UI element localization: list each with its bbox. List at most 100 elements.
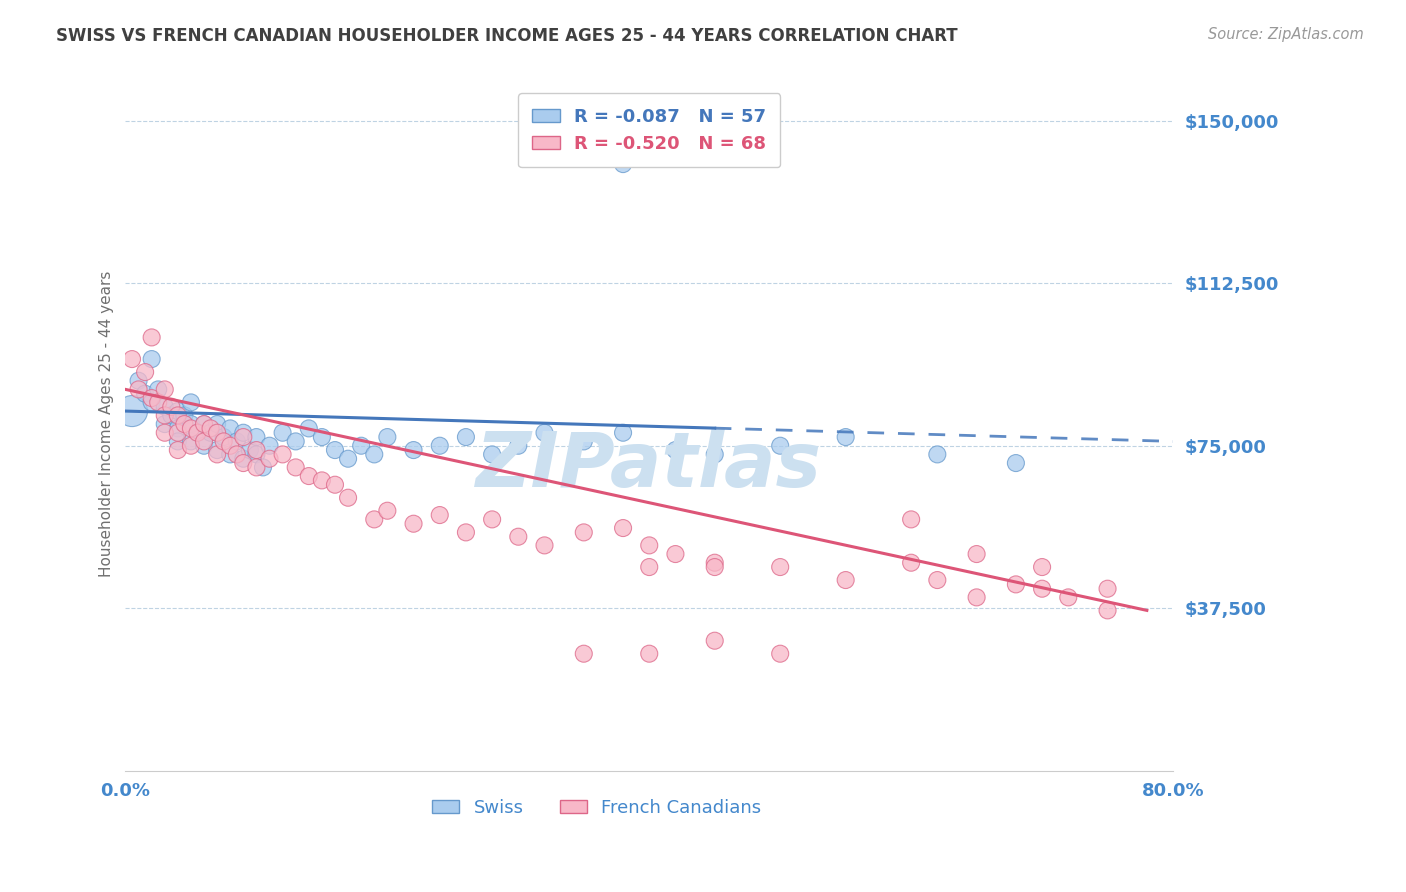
Point [638, 538, 661, 552]
Point [1031, 582, 1053, 596]
Point [311, 474, 333, 488]
Point [121, 404, 143, 418]
Point [966, 547, 988, 561]
Point [1005, 456, 1028, 470]
Point [769, 560, 792, 574]
Point [508, 530, 530, 544]
Point [323, 477, 346, 491]
Point [160, 409, 183, 423]
Point [284, 434, 307, 449]
Point [664, 443, 686, 458]
Point [377, 504, 399, 518]
Point [377, 430, 399, 444]
Text: SWISS VS FRENCH CANADIAN HOUSEHOLDER INCOME AGES 25 - 44 YEARS CORRELATION CHART: SWISS VS FRENCH CANADIAN HOUSEHOLDER INC… [56, 27, 957, 45]
Point [769, 647, 792, 661]
Point [193, 417, 215, 431]
Point [166, 425, 188, 440]
Point [612, 157, 634, 171]
Point [311, 430, 333, 444]
Point [232, 451, 254, 466]
Point [225, 434, 247, 449]
Point [1031, 560, 1053, 574]
Point [533, 538, 555, 552]
Point [298, 469, 321, 483]
Point [298, 421, 321, 435]
Point [703, 447, 725, 461]
Point [205, 425, 228, 440]
Point [205, 443, 228, 458]
Point [239, 443, 262, 458]
Point [193, 439, 215, 453]
Point [180, 421, 202, 435]
Point [153, 417, 176, 431]
Y-axis label: Householder Income Ages 25 - 44 years: Householder Income Ages 25 - 44 years [100, 271, 114, 577]
Point [141, 395, 163, 409]
Point [153, 383, 176, 397]
Point [193, 434, 215, 449]
Point [1097, 582, 1119, 596]
Point [166, 443, 188, 458]
Point [200, 425, 222, 440]
Point [900, 556, 922, 570]
Point [900, 512, 922, 526]
Text: Source: ZipAtlas.com: Source: ZipAtlas.com [1208, 27, 1364, 42]
Point [703, 556, 725, 570]
Point [186, 425, 208, 440]
Point [454, 430, 477, 444]
Point [173, 417, 195, 431]
Point [1057, 591, 1080, 605]
Point [508, 439, 530, 453]
Point [363, 512, 385, 526]
Point [323, 443, 346, 458]
Point [180, 439, 202, 453]
Point [148, 395, 170, 409]
Point [166, 409, 188, 423]
Point [429, 508, 451, 522]
Point [350, 439, 373, 453]
Point [769, 439, 792, 453]
Point [148, 383, 170, 397]
Point [212, 434, 235, 449]
Point [166, 421, 188, 435]
Point [121, 352, 143, 367]
Point [927, 573, 949, 587]
Point [612, 425, 634, 440]
Point [153, 400, 176, 414]
Point [271, 447, 294, 461]
Point [153, 409, 176, 423]
Point [612, 521, 634, 535]
Point [245, 460, 267, 475]
Point [180, 434, 202, 449]
Point [153, 425, 176, 440]
Point [402, 443, 425, 458]
Point [186, 425, 208, 440]
Point [533, 425, 555, 440]
Point [166, 434, 188, 449]
Point [200, 421, 222, 435]
Point [1097, 603, 1119, 617]
Legend: Swiss, French Canadians: Swiss, French Canadians [425, 791, 769, 824]
Point [141, 330, 163, 344]
Point [219, 421, 242, 435]
Point [638, 647, 661, 661]
Point [402, 516, 425, 531]
Point [232, 425, 254, 440]
Point [134, 365, 156, 379]
Point [927, 447, 949, 461]
Point [703, 560, 725, 574]
Point [429, 439, 451, 453]
Point [259, 439, 281, 453]
Point [160, 400, 183, 414]
Point [205, 417, 228, 431]
Point [205, 447, 228, 461]
Point [481, 512, 503, 526]
Point [271, 425, 294, 440]
Point [363, 447, 385, 461]
Point [219, 439, 242, 453]
Point [173, 409, 195, 423]
Point [128, 383, 150, 397]
Point [572, 434, 595, 449]
Point [966, 591, 988, 605]
Point [193, 417, 215, 431]
Point [141, 391, 163, 405]
